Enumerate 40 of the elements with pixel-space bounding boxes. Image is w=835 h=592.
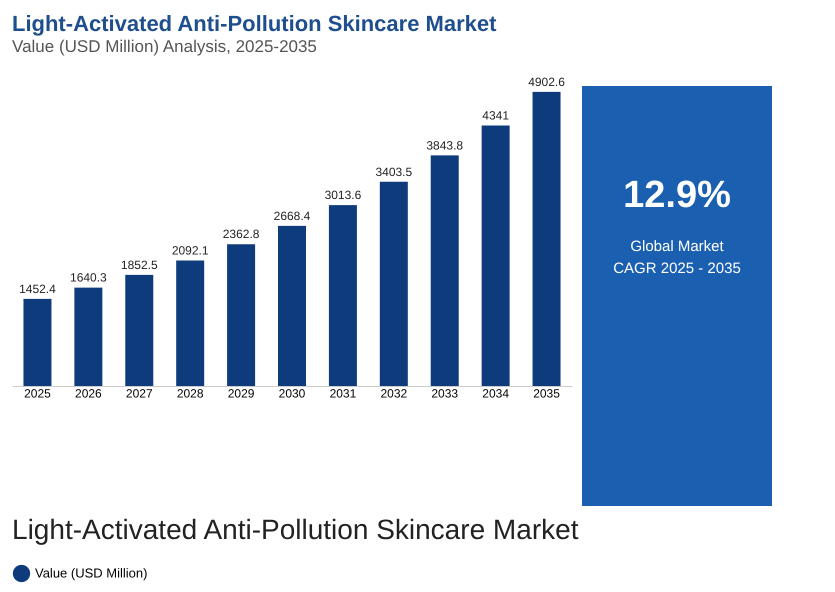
x-tick-label: 2026 [75, 386, 102, 400]
x-tick-label: 2025 [24, 386, 52, 400]
x-tick-label: 2033 [431, 386, 458, 400]
data-label: 2362.8 [222, 227, 260, 242]
bar [278, 226, 306, 386]
data-label: 1452.4 [19, 282, 56, 296]
chart-title: Light-Activated Anti-Pollution Skincare Market [12, 10, 498, 36]
bar [23, 298, 52, 386]
bar [176, 260, 204, 386]
text: Light-Activated Anti-Pollution Skincare Market [12, 514, 579, 545]
x-tick-label: 2027 [126, 386, 153, 400]
bar [74, 288, 102, 386]
data-label: 3013.6 [324, 188, 362, 202]
data-label: 3403.5 [375, 164, 412, 179]
data-label: 3843.8 [426, 138, 464, 152]
text: Global Market [630, 238, 725, 255]
data-label: 2668.4 [274, 208, 311, 223]
legend-label: Value (USD Million) [35, 566, 148, 580]
x-tick-label: 2034 [482, 386, 510, 400]
bar [125, 274, 154, 386]
x-tick-label: 2031 [330, 386, 357, 400]
bar [380, 182, 408, 386]
x-tick-label: 2035 [533, 386, 560, 400]
x-tick-label: 2032 [380, 386, 408, 400]
data-label: 1640.3 [70, 270, 108, 285]
data-label: 2092.1 [172, 243, 209, 258]
chart-subtitle: Value (USD Million) Analysis, 2025-2035 [12, 36, 317, 56]
bar [532, 92, 561, 386]
text: 12.9% [623, 174, 731, 216]
data-label: 4902.6 [528, 74, 566, 89]
text: CAGR 2025 - 2035 [613, 260, 741, 277]
data-label: 1852.5 [120, 258, 158, 272]
x-tick-label: 2029 [228, 386, 255, 400]
data-label: 4341 [482, 108, 510, 123]
x-tick-label: 2030 [278, 386, 306, 400]
bar [430, 155, 459, 386]
bar [328, 205, 357, 386]
bar [227, 244, 256, 386]
bar [482, 126, 510, 386]
x-tick-label: 2028 [176, 386, 204, 400]
